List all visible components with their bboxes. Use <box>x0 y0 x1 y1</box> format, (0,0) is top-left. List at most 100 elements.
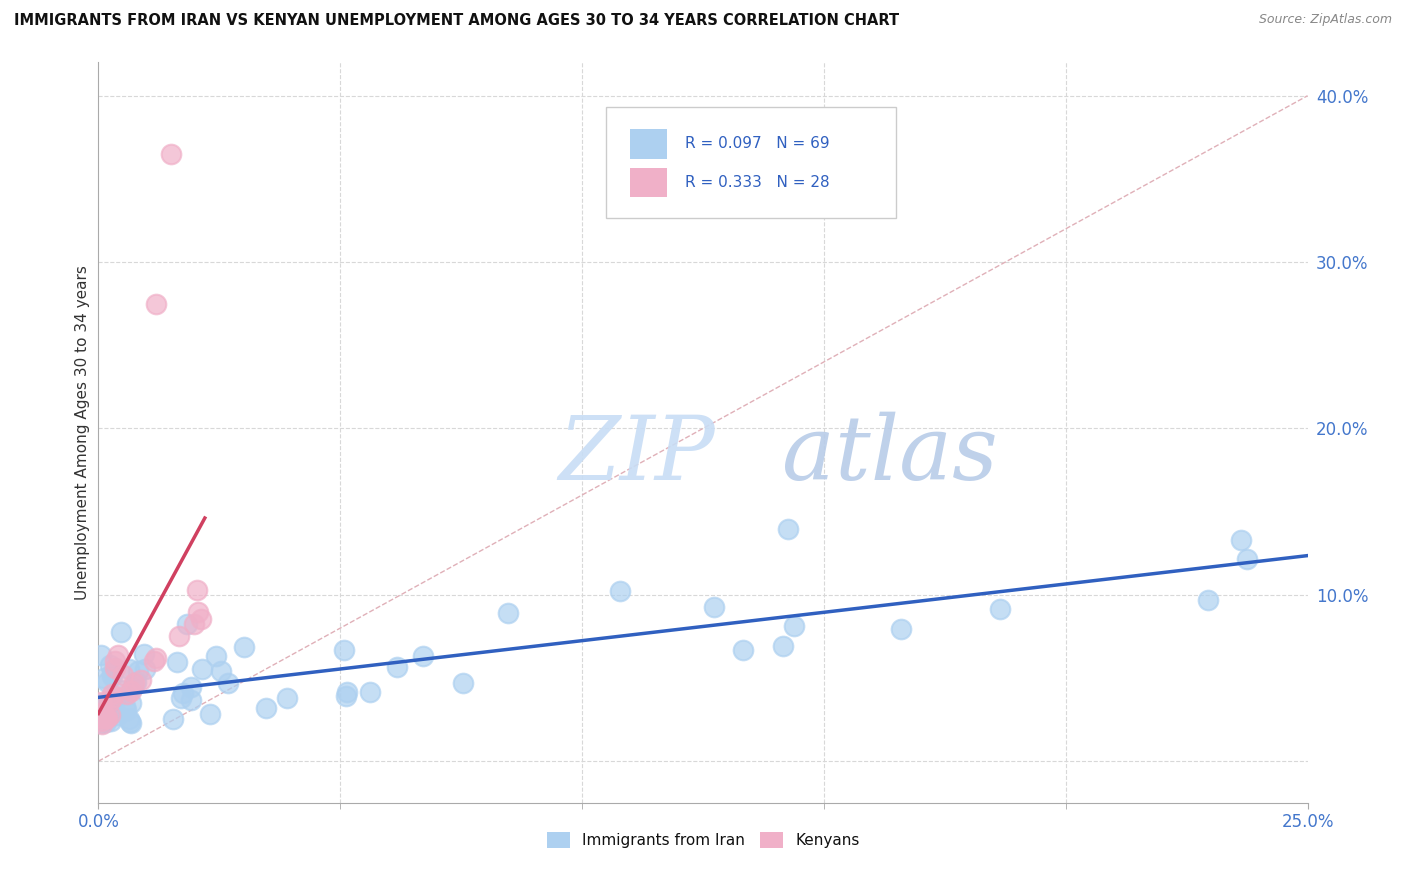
Immigrants from Iran <box>200 706 222 721</box>
Immigrants from Iran <box>336 685 359 699</box>
Kenyans <box>101 687 124 701</box>
Kenyans <box>190 612 212 626</box>
Immigrants from Iran <box>96 674 118 689</box>
Immigrants from Iran <box>134 662 156 676</box>
Text: ZIP: ZIP <box>558 411 714 499</box>
Kenyans <box>101 690 124 705</box>
Immigrants from Iran <box>118 662 141 676</box>
Immigrants from Iran <box>94 702 117 716</box>
Immigrants from Iran <box>114 703 136 717</box>
Immigrants from Iran <box>217 676 239 690</box>
Kenyans <box>90 711 112 725</box>
Kenyans <box>187 605 209 619</box>
Immigrants from Iran <box>166 655 188 669</box>
Immigrants from Iran <box>890 622 912 636</box>
Immigrants from Iran <box>121 715 143 730</box>
Immigrants from Iran <box>108 682 131 697</box>
Kenyans <box>93 709 115 723</box>
Immigrants from Iran <box>90 715 112 730</box>
Immigrants from Iran <box>232 640 254 655</box>
Immigrants from Iran <box>100 714 122 728</box>
Kenyans <box>93 705 115 719</box>
Text: IMMIGRANTS FROM IRAN VS KENYAN UNEMPLOYMENT AMONG AGES 30 TO 34 YEARS CORRELATIO: IMMIGRANTS FROM IRAN VS KENYAN UNEMPLOYM… <box>14 13 900 29</box>
Text: R = 0.097   N = 69: R = 0.097 N = 69 <box>685 136 830 152</box>
Text: Source: ZipAtlas.com: Source: ZipAtlas.com <box>1258 13 1392 27</box>
Immigrants from Iran <box>107 708 129 723</box>
Immigrants from Iran <box>209 664 232 678</box>
Kenyans <box>107 648 129 663</box>
Immigrants from Iran <box>96 699 118 714</box>
Immigrants from Iran <box>122 680 145 694</box>
Immigrants from Iran <box>120 696 142 710</box>
Kenyans <box>90 695 112 709</box>
Immigrants from Iran <box>101 666 124 681</box>
Immigrants from Iran <box>90 648 112 662</box>
Immigrants from Iran <box>98 707 121 722</box>
Kenyans <box>167 629 190 643</box>
Kenyans <box>90 708 112 723</box>
Immigrants from Iran <box>94 715 117 730</box>
Immigrants from Iran <box>988 602 1011 616</box>
Immigrants from Iran <box>205 649 228 664</box>
Kenyans <box>90 714 112 728</box>
Kenyans <box>90 717 112 731</box>
Kenyans <box>145 651 167 665</box>
Immigrants from Iran <box>93 696 115 710</box>
Kenyans <box>103 654 125 668</box>
Immigrants from Iran <box>162 713 184 727</box>
Immigrants from Iran <box>778 522 800 536</box>
Text: R = 0.333   N = 28: R = 0.333 N = 28 <box>685 175 830 190</box>
Immigrants from Iran <box>772 640 794 654</box>
Immigrants from Iran <box>1229 533 1251 547</box>
Bar <box>630 168 666 197</box>
Kenyans <box>120 684 142 698</box>
Immigrants from Iran <box>172 686 194 700</box>
Kenyans <box>124 676 146 690</box>
Kenyans <box>186 582 208 597</box>
Immigrants from Iran <box>93 671 115 685</box>
Immigrants from Iran <box>118 715 141 730</box>
Y-axis label: Unemployment Among Ages 30 to 34 years: Unemployment Among Ages 30 to 34 years <box>75 265 90 600</box>
Kenyans <box>160 147 183 161</box>
Immigrants from Iran <box>110 625 132 640</box>
Immigrants from Iran <box>276 691 298 706</box>
Immigrants from Iran <box>96 698 118 712</box>
Immigrants from Iran <box>703 600 725 615</box>
Immigrants from Iran <box>98 658 121 673</box>
Text: atlas: atlas <box>782 411 997 499</box>
Immigrants from Iran <box>101 669 124 683</box>
Kenyans <box>143 654 166 668</box>
Immigrants from Iran <box>733 642 755 657</box>
Immigrants from Iran <box>498 606 520 620</box>
Immigrants from Iran <box>609 583 631 598</box>
Immigrants from Iran <box>1236 552 1258 566</box>
Immigrants from Iran <box>101 698 124 713</box>
Immigrants from Iran <box>132 647 155 661</box>
Immigrants from Iran <box>170 691 193 706</box>
Immigrants from Iran <box>783 619 806 633</box>
Kenyans <box>183 617 205 632</box>
Immigrants from Iran <box>93 706 115 721</box>
FancyBboxPatch shape <box>606 107 897 218</box>
Immigrants from Iran <box>335 689 357 703</box>
Immigrants from Iran <box>176 616 198 631</box>
Immigrants from Iran <box>180 692 202 706</box>
Kenyans <box>111 668 134 682</box>
Immigrants from Iran <box>191 662 214 676</box>
Kenyans <box>98 708 121 723</box>
Kenyans <box>145 296 167 310</box>
Immigrants from Iran <box>96 706 118 721</box>
Kenyans <box>98 694 121 708</box>
Kenyans <box>129 673 152 687</box>
Kenyans <box>103 661 125 675</box>
Immigrants from Iran <box>124 674 146 689</box>
Kenyans <box>94 711 117 725</box>
Kenyans <box>96 710 118 724</box>
Immigrants from Iran <box>180 680 202 694</box>
Immigrants from Iran <box>333 643 356 657</box>
Legend: Immigrants from Iran, Kenyans: Immigrants from Iran, Kenyans <box>540 826 866 855</box>
Immigrants from Iran <box>90 699 112 714</box>
Immigrants from Iran <box>98 707 121 722</box>
Bar <box>630 129 666 159</box>
Immigrants from Iran <box>127 664 149 678</box>
